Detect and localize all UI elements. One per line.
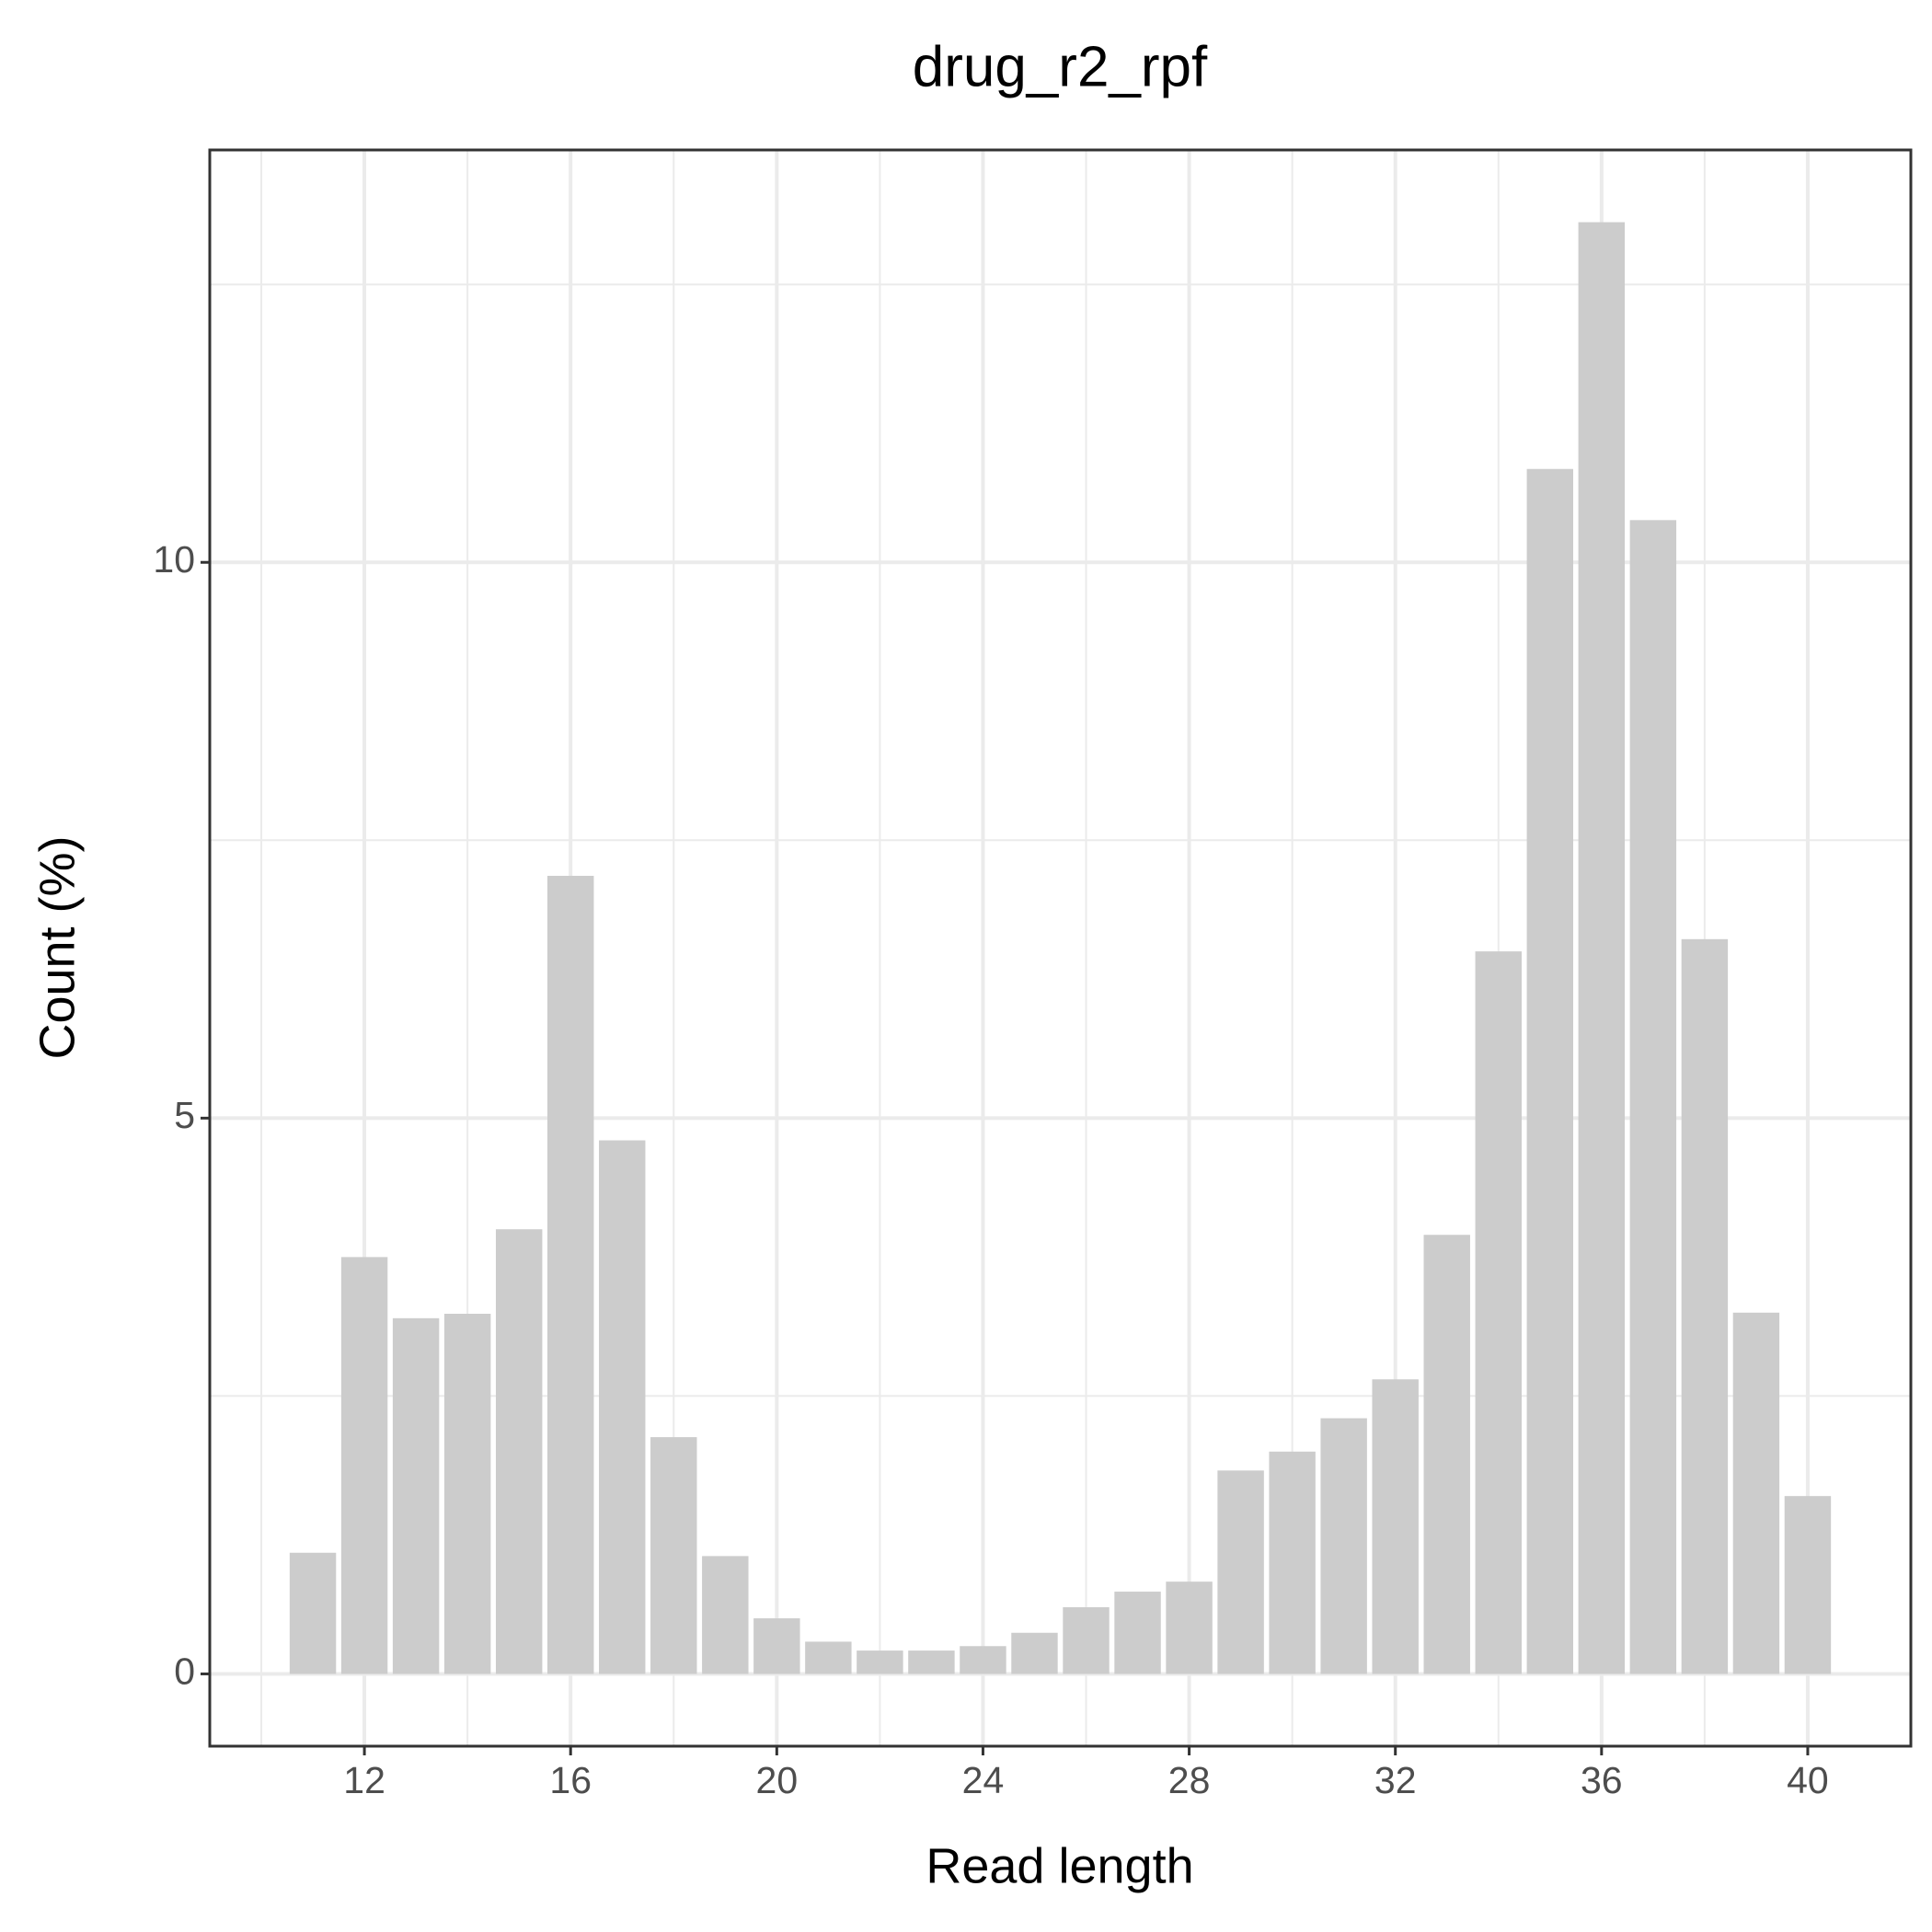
x-tick-label: 16 [549,1759,592,1801]
bar [1629,520,1677,1674]
bar [1063,1606,1110,1674]
x-axis-title: Read length [926,1838,1193,1893]
bar [805,1641,852,1674]
bar [753,1618,800,1674]
x-tick-label: 28 [1168,1759,1211,1801]
x-tick-label: 32 [1374,1759,1417,1801]
panel [210,150,1911,1746]
x-tick-label: 36 [1581,1759,1623,1801]
bar [599,1140,646,1674]
bar [1114,1592,1161,1674]
bar [392,1317,440,1674]
chart-title: drug_r2_rpf [913,35,1208,98]
bar [1784,1496,1832,1674]
bar [495,1229,543,1674]
bar [1269,1451,1316,1674]
bar [1526,468,1574,1674]
panel-border [208,148,1913,1748]
bar [1011,1632,1058,1674]
bar [289,1552,337,1674]
bar [546,875,594,1674]
x-tick-label: 20 [756,1759,799,1801]
bar [340,1257,388,1674]
x-tick-label: 12 [343,1759,385,1801]
bar [1166,1581,1213,1674]
bar [857,1650,903,1674]
bar [1217,1470,1264,1674]
y-tick-label: 0 [174,1650,195,1692]
x-tick-label: 24 [962,1759,1005,1801]
bar [1423,1235,1470,1674]
bar [702,1556,749,1674]
bar [908,1650,955,1674]
bar [1320,1418,1367,1674]
bar [960,1646,1006,1674]
y-axis-title: Count (%) [29,835,85,1059]
bar [1372,1379,1419,1674]
bar [1578,222,1626,1674]
bar [443,1314,491,1674]
bar [1732,1312,1780,1674]
bar [1681,938,1729,1674]
x-tick-label: 40 [1787,1759,1829,1801]
bar [650,1437,697,1674]
bar [1475,951,1522,1674]
y-tick-label: 5 [174,1094,195,1136]
y-tick-label: 10 [153,538,195,581]
